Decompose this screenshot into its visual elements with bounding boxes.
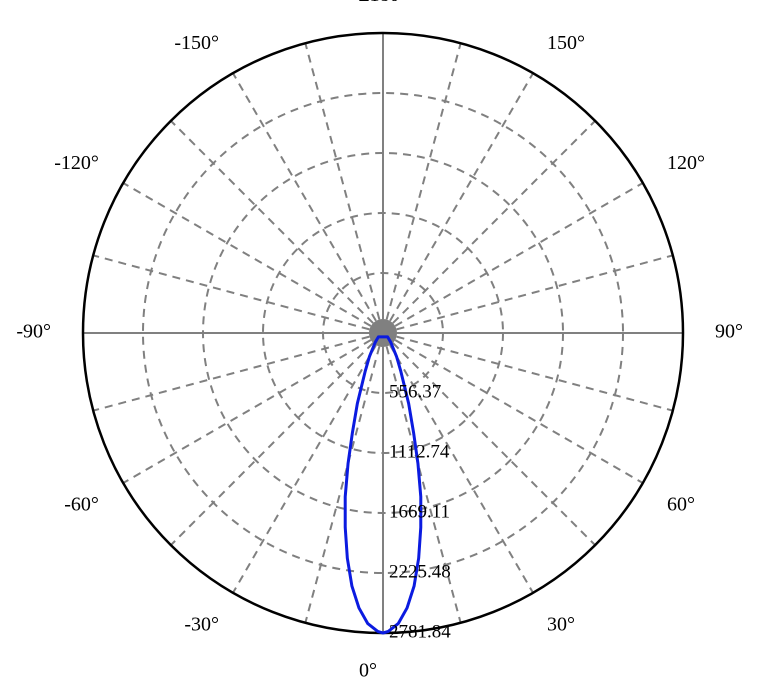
- polar-chart: 0° 30° 60° 90° 120° 150° ±180° -150° -120° -90° -6…: [0, 0, 766, 682]
- angle-label: 150°: [547, 32, 585, 54]
- angle-label: 30°: [547, 614, 575, 636]
- angle-label: 0°: [359, 660, 377, 682]
- radial-label: 2225.48: [389, 561, 451, 582]
- radial-label: 1112.74: [389, 441, 450, 462]
- angle-label: -120°: [54, 152, 99, 174]
- radial-label: 1669.11: [389, 501, 450, 522]
- angle-label: 120°: [667, 152, 705, 174]
- radial-label: 556.37: [389, 381, 441, 402]
- angle-label: 90°: [715, 321, 743, 343]
- angle-label: ±180°: [359, 0, 408, 6]
- angle-label: -90°: [16, 321, 51, 343]
- angle-label: -150°: [174, 32, 219, 54]
- angle-label: -60°: [64, 494, 99, 516]
- center-hub: [369, 319, 397, 347]
- radial-label: 2781.84: [389, 621, 451, 642]
- angle-label: -30°: [184, 614, 219, 636]
- angle-label: 60°: [667, 494, 695, 516]
